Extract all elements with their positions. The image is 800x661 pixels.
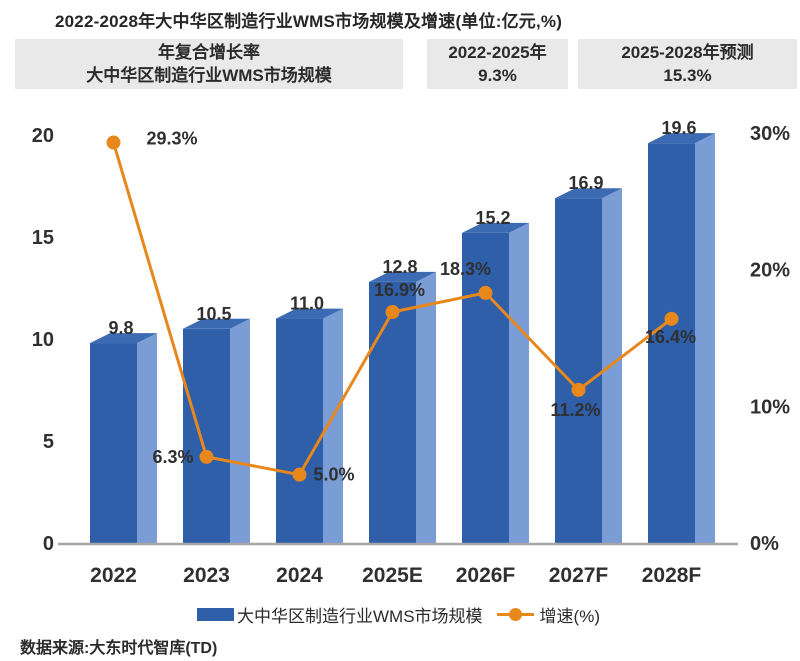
growth-label-2028F: 16.4%	[645, 327, 696, 347]
growth-label-2026F: 18.3%	[440, 259, 491, 279]
x-axis-label-2027F: 2027F	[549, 564, 609, 587]
line-series-label: 增速(%)	[539, 606, 600, 626]
bar-side-2022	[137, 333, 157, 543]
cagr-header-box: 年复合增长率 大中华区制造行业WMS市场规模	[15, 39, 403, 89]
line-swatch-marker	[508, 607, 522, 621]
growth-label-2023: 6.3%	[152, 447, 193, 467]
x-axis-label-2024: 2024	[276, 564, 323, 587]
bar-top-2022	[90, 333, 157, 344]
growth-marker-2024	[292, 467, 307, 482]
bar-2027F	[555, 198, 602, 544]
bar-top-2026F	[462, 222, 529, 233]
y-axis-tick-left: 20	[32, 125, 54, 147]
growth-marker-2028F	[664, 311, 679, 326]
cagr-header-line2: 大中华区制造行业WMS市场规模	[86, 66, 332, 85]
y-axis-tick-left: 5	[43, 431, 54, 453]
bar-value-label-2026F: 15.2	[475, 208, 510, 228]
cagr-2025-2028-value: 15.3%	[663, 66, 712, 85]
bar-value-label-2027F: 16.9	[568, 173, 603, 193]
growth-label-2025E: 16.9%	[374, 280, 425, 300]
bar-2023	[183, 328, 230, 543]
bar-value-label-2025E: 12.8	[382, 257, 417, 277]
growth-marker-2023	[199, 449, 214, 464]
bar-top-2025E	[369, 271, 436, 282]
y-axis-tick-right: 20%	[750, 260, 790, 282]
bar-top-2023	[183, 318, 250, 329]
y-axis-tick-left: 15	[32, 227, 54, 249]
bar-value-label-2022: 9.8	[108, 318, 133, 338]
bar-2022	[90, 343, 137, 543]
cagr-2022-2025-period: 2022-2025年	[448, 43, 547, 62]
y-axis-tick-right: 0%	[750, 533, 779, 555]
cagr-2025-2028-box: 2025-2028年预测 15.3%	[578, 39, 797, 89]
bar-value-label-2023: 10.5	[196, 304, 231, 324]
bar-top-2024	[276, 308, 343, 319]
bar-side-2028F	[695, 133, 715, 543]
x-axis-label-2022: 2022	[90, 564, 137, 587]
bar-top-2027F	[555, 188, 622, 199]
bar-2025E	[369, 281, 416, 543]
bar-2024	[276, 318, 323, 543]
x-axis-label-2025E: 2025E	[362, 564, 423, 587]
bar-2026F	[462, 232, 509, 544]
cagr-2022-2025-box: 2022-2025年 9.3%	[427, 39, 568, 89]
bar-side-2023	[230, 318, 250, 543]
line-series-swatch-icon	[496, 607, 534, 621]
legend-item-bar: 大中华区制造行业WMS市场规模	[197, 602, 483, 627]
legend: 大中华区制造行业WMS市场规模 增速(%)	[197, 602, 600, 627]
x-axis-label-2028F: 2028F	[642, 564, 702, 587]
bar-series-swatch-icon	[197, 607, 234, 621]
growth-label-2022: 29.3%	[147, 129, 198, 149]
growth-label-2024: 5.0%	[314, 465, 355, 485]
y-axis-tick-left: 0	[43, 533, 54, 555]
y-axis-tick-left: 10	[32, 329, 54, 351]
cagr-2025-2028-period: 2025-2028年预测	[621, 43, 754, 62]
bar-2028F	[648, 143, 695, 543]
y-axis-tick-right: 30%	[750, 123, 790, 145]
x-axis-label-2023: 2023	[183, 564, 230, 587]
bar-side-2026F	[509, 222, 529, 544]
bar-series-label: 大中华区制造行业WMS市场规模	[237, 606, 483, 626]
chart-title: 2022-2028年大中华区制造行业WMS市场规模及增速(单位:亿元,%)	[55, 12, 563, 31]
cagr-2022-2025-value: 9.3%	[478, 66, 517, 85]
bar-value-label-2028F: 19.6	[661, 118, 696, 138]
cagr-header-line1: 年复合增长率	[158, 43, 260, 62]
bar-side-2025E	[416, 271, 436, 543]
bar-side-2024	[323, 308, 343, 543]
growth-marker-2022	[106, 135, 121, 150]
x-axis-label-2026F: 2026F	[456, 564, 516, 587]
data-source-note: 数据来源:大东时代智库(TD)	[20, 640, 218, 657]
growth-marker-2025E	[385, 305, 400, 320]
y-axis-tick-right: 10%	[750, 396, 790, 418]
growth-marker-2027F	[571, 382, 586, 397]
growth-label-2027F: 11.2%	[550, 400, 600, 420]
bar-top-2028F	[648, 133, 715, 144]
growth-marker-2026F	[478, 285, 493, 300]
legend-item-line: 增速(%)	[496, 602, 600, 627]
bar-value-label-2024: 11.0	[290, 294, 324, 314]
